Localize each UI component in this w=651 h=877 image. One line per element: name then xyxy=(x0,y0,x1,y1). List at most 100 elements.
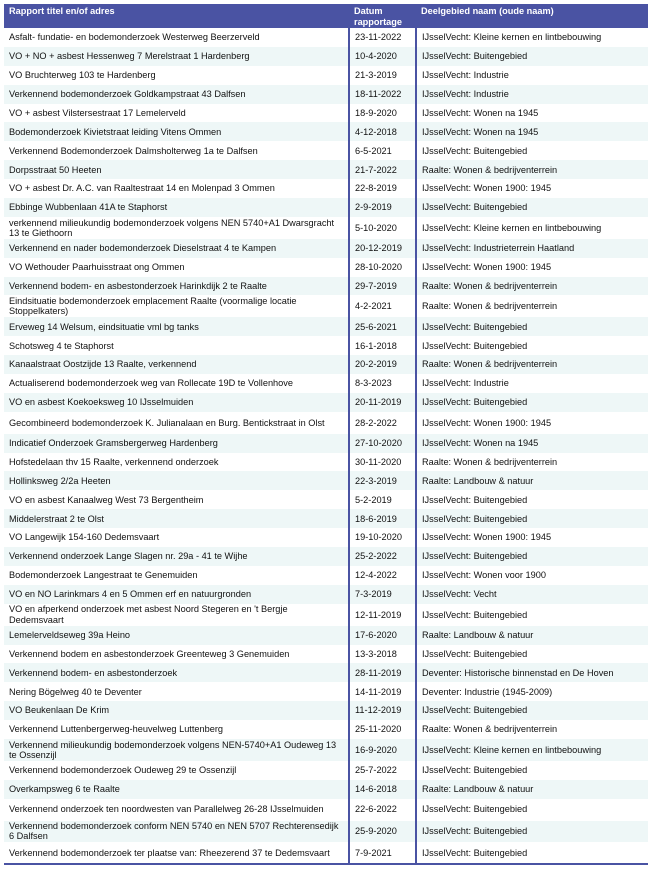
cell-title: Kanaalstraat Oostzijde 13 Raalte, verken… xyxy=(4,355,349,375)
cell-title: Dorpsstraat 50 Heeten xyxy=(4,160,349,180)
cell-date: 7-3-2019 xyxy=(348,584,416,604)
cell-title: VO + NO + asbest Hessenweg 7 Merelstraat… xyxy=(4,46,349,66)
table-row: Verkennend Luttenbergerweg-heuvelweg Lut… xyxy=(4,720,648,739)
table-row: Verkennend onderzoek Lange Slagen nr. 29… xyxy=(4,547,648,566)
header-area: Deelgebied naam (oude naam) xyxy=(416,4,648,28)
cell-title: Verkennend Bodemonderzoek Dalmsholterweg… xyxy=(9,145,258,156)
header-date: Datum rapportage xyxy=(349,4,416,28)
cell-area: IJsselVecht: Wonen na 1945 xyxy=(415,433,648,453)
cell-title: Erveweg 14 Welsum, eindsituatie vml bg t… xyxy=(4,317,349,337)
cell-title: verkennend milieukundig bodemonderzoek v… xyxy=(9,217,335,238)
cell-area: IJsselVecht: Wonen 1900: 1945 xyxy=(415,411,648,434)
cell-title: Verkennend bodemonderzoek Oudeweg 29 te … xyxy=(9,765,237,776)
cell-date: 20-11-2019 xyxy=(348,392,416,412)
report-table: Rapport titel en/of adres Datum rapportag… xyxy=(4,4,648,866)
table-row: Verkennend bodem- en asbestonderzoek Har… xyxy=(4,276,648,296)
cell-area: Raalte: Landbouw & natuur xyxy=(415,779,648,799)
table-row: VO en asbest Kanaalweg West 73 Bergenthe… xyxy=(4,490,648,510)
cell-date: 5-2-2019 xyxy=(348,490,416,510)
table-row: VO en NO Larinkmars 4 en 5 Ommen erf en … xyxy=(4,584,648,604)
table-row: VO + asbest Vilstersestraat 17 Lemelerve… xyxy=(4,103,648,123)
cell-title: Verkennend bodem- en asbestonderzoek Har… xyxy=(4,276,349,296)
cell-date: 28-11-2019 xyxy=(348,663,416,683)
cell-title: Lemelerveldseweg 39a Heino xyxy=(4,625,349,645)
cell-area: IJsselVecht: Buitengebied xyxy=(415,392,648,412)
cell-title: Overkampsweg 6 te Raalte xyxy=(4,779,349,799)
cell-title: Verkennend milieukundig bodemonderzoek v… xyxy=(4,738,349,761)
cell-date: 16-9-2020 xyxy=(348,738,416,761)
cell-title: Verkennend bodemonderzoek conform NEN 57… xyxy=(4,820,349,843)
cell-title: Verkennend bodemonderzoek Goldkampstraat… xyxy=(4,84,349,104)
cell-date: 25-6-2021 xyxy=(348,317,416,337)
cell-date: 7-9-2021 xyxy=(348,842,416,866)
cell-title: Bodemonderzoek Kivietstraat leiding Vite… xyxy=(4,122,349,142)
cell-date: 5-10-2020 xyxy=(348,216,416,239)
cell-title: Verkennend bodem en asbestonderzoek Gree… xyxy=(9,648,290,659)
cell-date: 18-6-2019 xyxy=(348,509,416,529)
header-area-label: Deelgebied naam (oude naam) xyxy=(421,6,554,16)
cell-area: IJsselVecht: Buitengebied xyxy=(415,644,648,664)
cell-date: 23-11-2022 xyxy=(348,28,416,47)
cell-area: Deventer: Historische binnenstad en De H… xyxy=(415,663,648,683)
cell-date: 4-2-2021 xyxy=(348,295,416,318)
table-row: Kanaalstraat Oostzijde 13 Raalte, verken… xyxy=(4,355,648,375)
cell-area: IJsselVecht: Wonen 1900: 1945 xyxy=(415,257,648,277)
cell-title: VO en NO Larinkmars 4 en 5 Ommen erf en … xyxy=(4,584,349,604)
cell-area: IJsselVecht: Wonen 1900: 1945 xyxy=(415,528,648,548)
cell-area: Raalte: Wonen & bedrijventerrein xyxy=(415,295,648,318)
cell-date: 12-4-2022 xyxy=(348,565,416,585)
cell-title: Indicatief Onderzoek Gramsbergerweg Hard… xyxy=(4,433,349,453)
table-row: Ebbinge Wubbenlaan 41A te Staphorst 2-9-2… xyxy=(4,198,648,217)
cell-title: Verkennend bodem- en asbestonderzoek xyxy=(4,663,349,683)
cell-date: 16-1-2018 xyxy=(348,336,416,356)
cell-date: 25-9-2020 xyxy=(348,820,416,843)
cell-date: 12-11-2019 xyxy=(348,603,416,626)
cell-title: Bodemonderzoek Langestraat te Genemuiden xyxy=(9,570,198,581)
cell-date: 22-8-2019 xyxy=(348,179,416,199)
cell-area: IJsselVecht: Wonen na 1945 xyxy=(415,103,648,123)
cell-date: 22-3-2019 xyxy=(348,471,416,491)
table-row: Verkennend milieukundig bodemonderzoek v… xyxy=(4,738,648,761)
cell-title: Eindsituatie bodemonderzoek emplacement … xyxy=(9,296,297,317)
table-row: Verkennend onderzoek ten noordwesten van… xyxy=(4,798,648,821)
cell-date: 10-4-2020 xyxy=(348,46,416,66)
cell-area: Raalte: Wonen & bedrijventerrein xyxy=(415,276,648,296)
table-row: verkennend milieukundig bodemonderzoek v… xyxy=(4,216,648,239)
cell-title: Asfalt- fundatie- en bodemonderzoek West… xyxy=(9,32,260,43)
table-row: Actualiserend bodemonderzoek weg van Rol… xyxy=(4,374,648,393)
table-row: VO + asbest Dr. A.C. van Raaltestraat 14… xyxy=(4,179,648,199)
header-title: Rapport titel en/of adres xyxy=(4,4,349,28)
cell-area: IJsselVecht: Buitengebied xyxy=(415,490,648,510)
cell-date: 21-7-2022 xyxy=(348,160,416,180)
cell-title: Verkennend bodemonderzoek ter plaatse va… xyxy=(4,842,349,866)
table-header-row: Rapport titel en/of adres Datum rapportag… xyxy=(4,4,648,28)
cell-date: 6-5-2021 xyxy=(348,141,416,161)
table-row: VO Langewijk 154-160 Dedemsvaart 19-10-20… xyxy=(4,528,648,548)
table-row: Eindsituatie bodemonderzoek emplacement … xyxy=(4,295,648,318)
table-row: Lemelerveldseweg 39a Heino 17-6-2020 Raalt… xyxy=(4,625,648,645)
cell-date: 28-2-2022 xyxy=(348,411,416,434)
cell-title: Actualiserend bodemonderzoek weg van Rol… xyxy=(9,378,293,389)
table-row: Indicatief Onderzoek Gramsbergerweg Hard… xyxy=(4,433,648,453)
cell-date: 2-9-2019 xyxy=(348,198,416,217)
cell-date: 19-10-2020 xyxy=(348,528,416,548)
table-row: Schotsweg 4 te Staphorst 16-1-2018 IJsselV… xyxy=(4,336,648,356)
cell-area: IJsselVecht: Kleine kernen en lintbebouw… xyxy=(415,738,648,761)
table-row: VO Wethouder Paarhuisstraat ong Ommen 28-… xyxy=(4,257,648,277)
cell-date: 17-6-2020 xyxy=(348,625,416,645)
cell-area: IJsselVecht: Industrie xyxy=(415,374,648,393)
cell-title: VO Beukenlaan De Krim xyxy=(4,701,349,721)
cell-area: Deventer: Industrie (1945-2009) xyxy=(415,682,648,702)
cell-area: IJsselVecht: Kleine kernen en lintbebouw… xyxy=(415,28,648,47)
cell-area: IJsselVecht: Buitengebied xyxy=(415,842,648,866)
cell-title: Verkennend Luttenbergerweg-heuvelweg Lut… xyxy=(9,724,224,735)
cell-area: IJsselVecht: Buitengebied xyxy=(415,603,648,626)
cell-area: IJsselVecht: Wonen voor 1900 xyxy=(415,565,648,585)
table-row: Verkennend bodem en asbestonderzoek Gree… xyxy=(4,644,648,664)
cell-area: IJsselVecht: Buitengebied xyxy=(415,336,648,356)
cell-date: 11-12-2019 xyxy=(348,701,416,721)
cell-area: IJsselVecht: Buitengebied xyxy=(415,509,648,529)
cell-title: Middelerstraat 2 te Olst xyxy=(4,509,349,529)
table-row: Verkennend bodemonderzoek conform NEN 57… xyxy=(4,820,648,843)
cell-area: IJsselVecht: Industrie xyxy=(415,65,648,85)
